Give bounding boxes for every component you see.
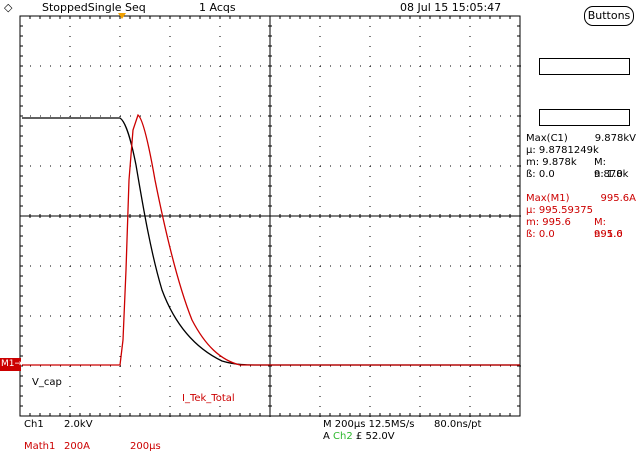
trigger-prefix: A [323,431,330,442]
measurement-c1-count: n: 1.0 [594,169,623,180]
measurement-c1-stdev: ß: 0.0 [526,169,555,180]
buttons-toggle-button[interactable]: Buttons [584,6,634,26]
math1-reference-marker[interactable]: M1→ [0,358,23,371]
date-time: 08 Jul 15 15:05:47 [400,1,502,14]
acquisition-status: StoppedSingle Seq [42,1,146,14]
trigger-readout: A Ch2 £ 52.0V [323,431,395,442]
math1-timebase: 200µs [130,441,161,452]
measurement-c1-title: Max(C1) [526,133,568,144]
measurement-c1-mean: µ: 9.8781249k [526,145,599,156]
ch1-waveform [22,117,520,366]
math1-scale: 200A [64,441,90,452]
measurement-m1-title: Max(M1) [526,193,570,204]
ch1-trace-label: V_cap [32,377,62,388]
measurement-m1-max: M: 995.6 [594,217,623,240]
record-resolution: 80.0ns/pt [434,419,482,430]
ch1-scale: 2.0kV [64,419,93,430]
measurement-c1: Max(C1) 9.878kV µ: 9.8781249k m: 9.878k M:… [524,133,636,181]
math1-marker-label: M1 [1,359,15,369]
trigger-slope-icon: £ [355,431,363,442]
measurement-m1: Max(M1) 995.6A µ: 995.59375 m: 995.6 M: 99… [524,193,636,241]
measurement-c1-min: m: 9.878k [526,157,577,168]
measurement-c1-max: M: 9.878k [594,157,629,180]
measurement-m1-stdev: ß: 0.0 [526,229,555,240]
measurement-m1-min: m: 995.6 [526,217,571,228]
measurement-m1-mean: µ: 995.59375 [526,205,593,216]
readout-box-2 [539,109,630,126]
readout-box-1 [539,58,630,75]
trigger-position-marker [118,13,126,19]
measurement-c1-value: 9.878kV [594,133,636,144]
ch1-label[interactable]: Ch1 [24,419,44,430]
acquisition-count: 1 Acqs [199,1,236,14]
timebase-readout: M 200µs 12.5MS/s [323,419,415,430]
math1-trace-label: I_Tek_Total [182,393,235,404]
trigger-level: 52.0V [365,431,395,442]
measurement-m1-count: n: 1.0 [594,229,623,240]
trigger-source: Ch2 [333,431,353,442]
math1-waveform [22,113,520,366]
arrow-right-icon: → [14,359,23,369]
header-status-icon: ◇ [4,1,13,14]
measurement-m1-value: 995.6A [600,193,636,204]
math1-label[interactable]: Math1 [24,441,56,452]
